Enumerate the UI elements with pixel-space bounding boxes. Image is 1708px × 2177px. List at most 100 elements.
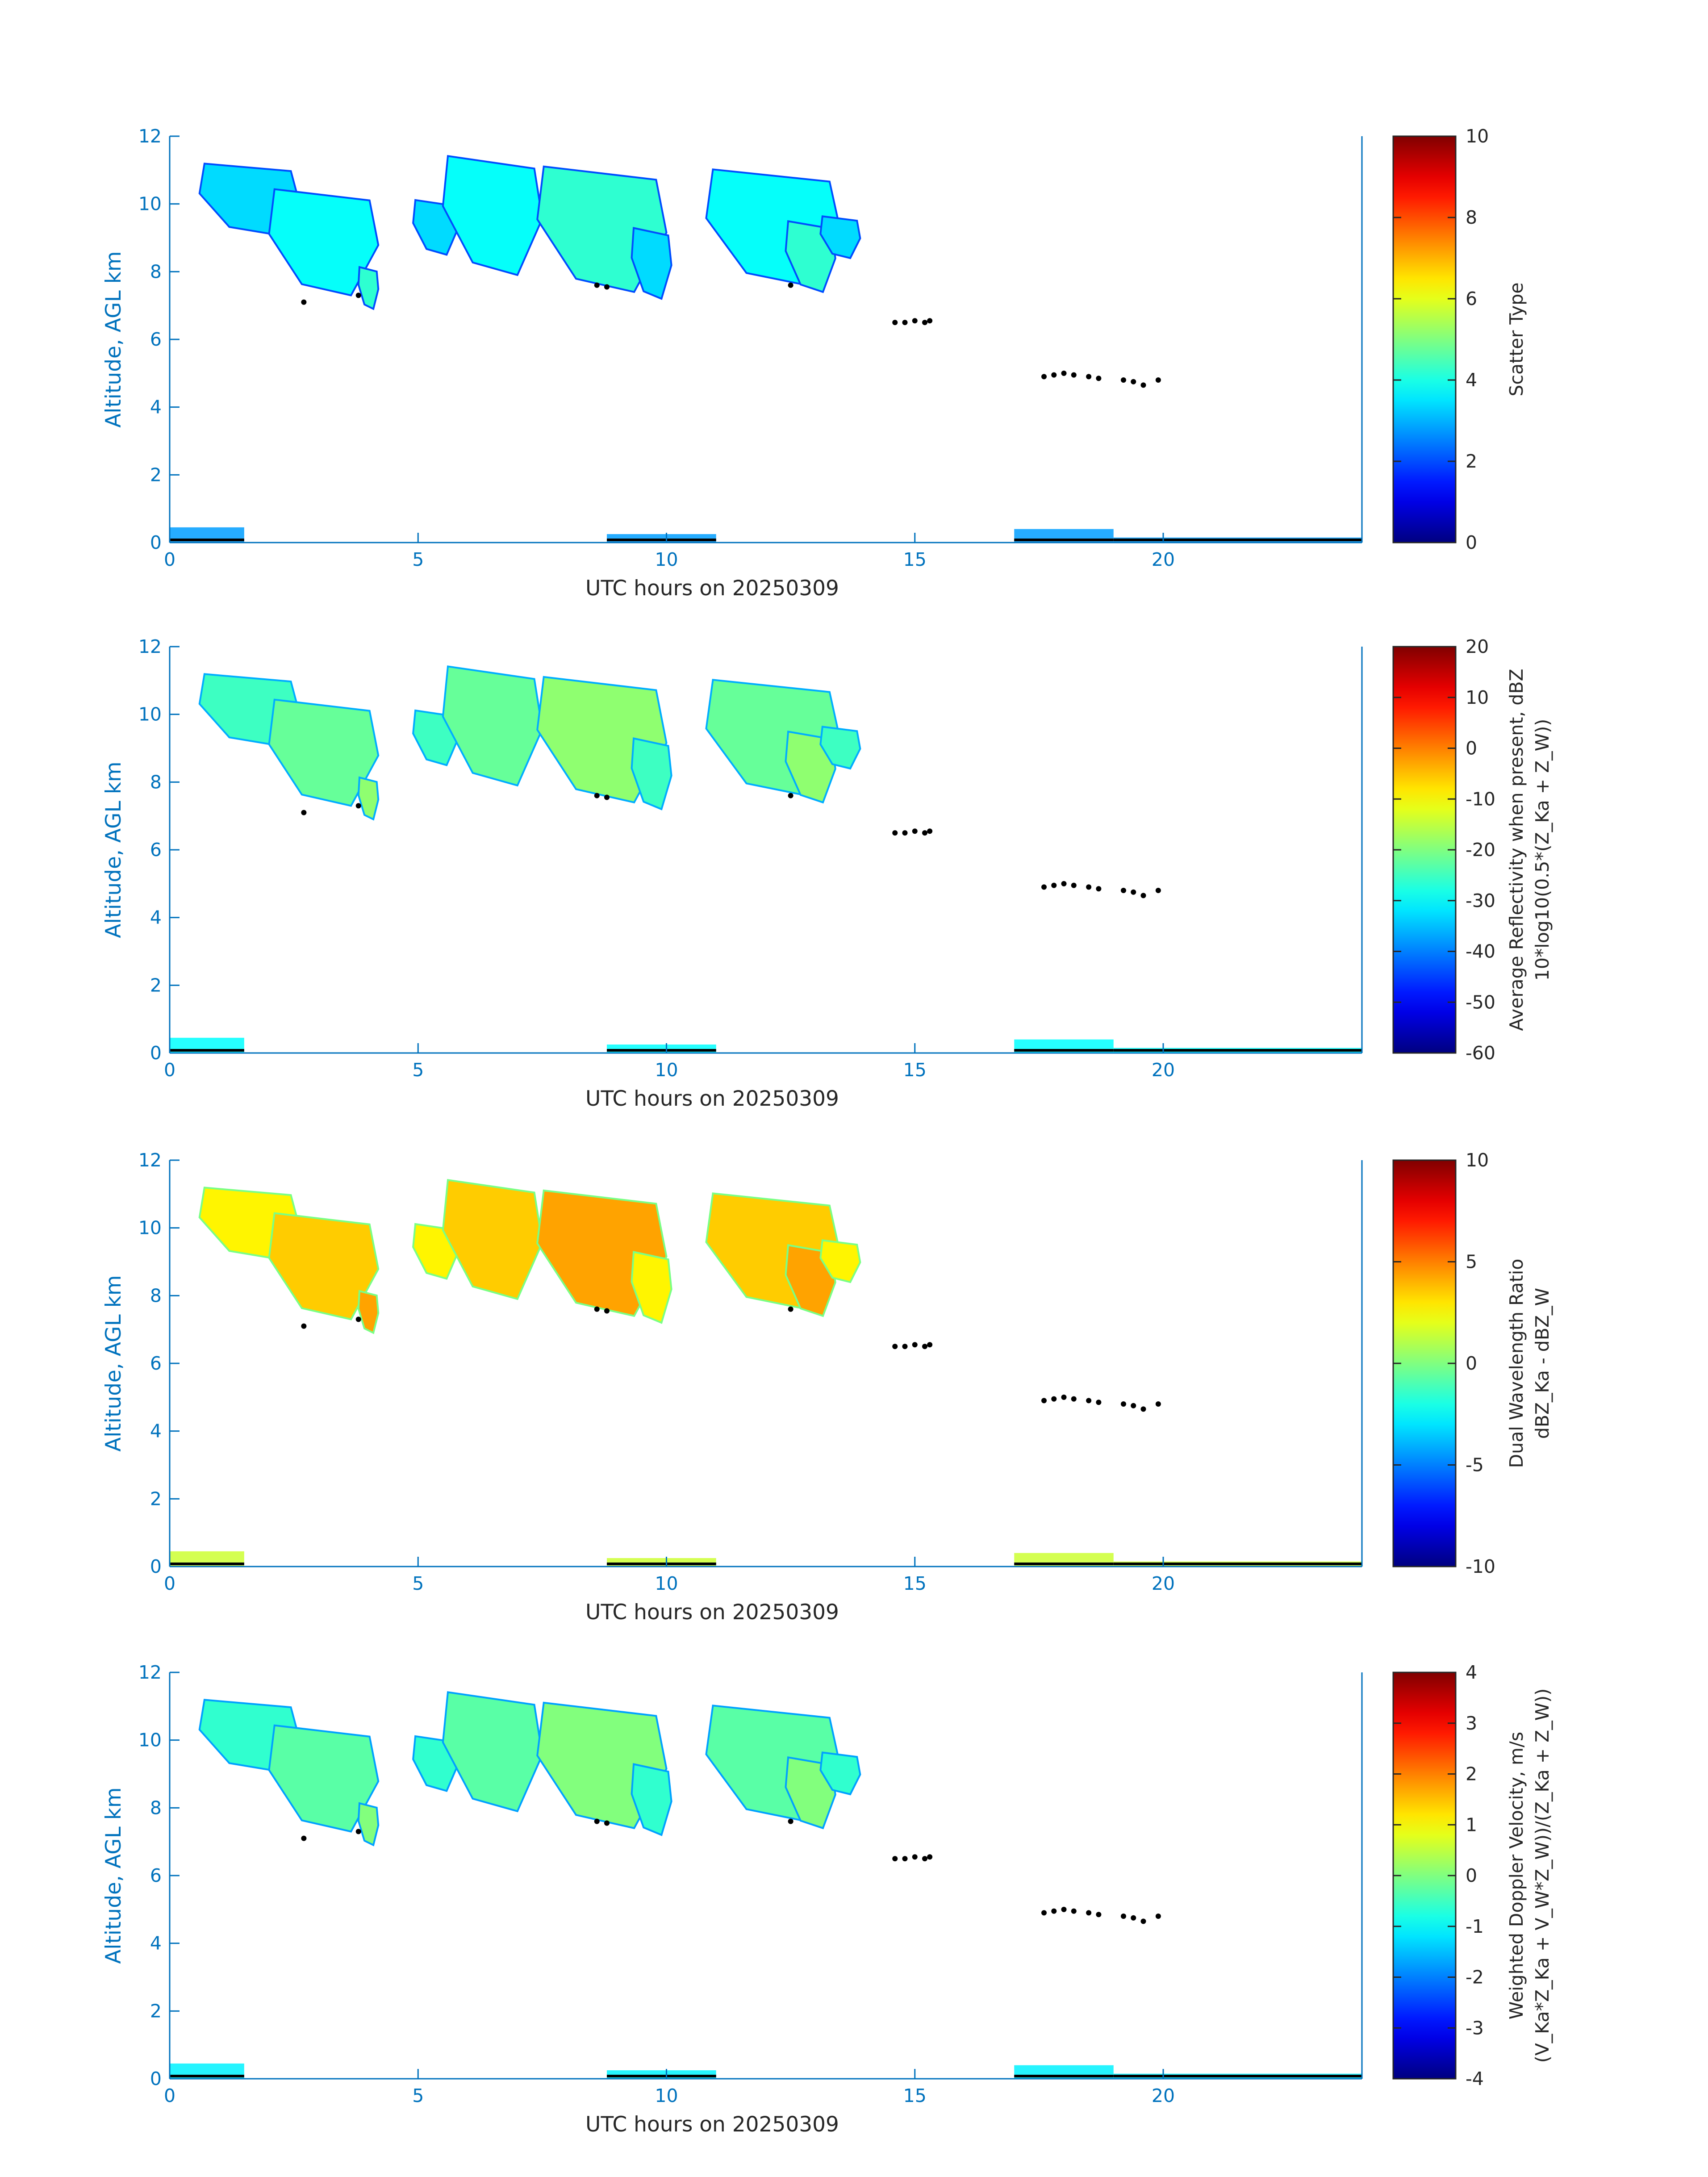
colorbar [1393,1672,1456,2079]
x-tick-label: 15 [903,549,927,570]
colorbar [1393,647,1456,1053]
y-axis-label: Altitude, AGL km [101,251,126,427]
x-tick-label: 10 [655,2085,678,2106]
x-tick-label: 5 [412,1059,424,1081]
colorbar-label: 10*log10(0.5*(Z_Ka + Z_W)) [1532,719,1553,981]
cloud-echo [357,1290,380,1334]
colorbar-tick-label: 1 [1466,1814,1477,1835]
colorbar-tick-label: -20 [1466,839,1495,861]
x-tick-label: 0 [164,1573,175,1594]
x-tick-label: 20 [1152,2085,1175,2106]
y-tick-label: 2 [150,2000,162,2022]
x-tick-label: 0 [164,2085,175,2106]
colorbar-tick-label: -4 [1466,2068,1484,2089]
cloud-base-point [922,320,927,326]
y-tick-label: 0 [150,1042,162,1064]
cloud-base-point [355,1316,361,1322]
x-tick-label: 15 [903,2085,927,2106]
cloud-base-point [892,830,898,836]
surface-echo [607,2070,716,2079]
cloud-echo [631,227,672,300]
x-tick-label: 5 [412,1573,424,1594]
cloud-echo [631,1763,672,1836]
y-tick-label: 2 [150,464,162,485]
surface-echo [607,534,716,543]
y-tick-label: 2 [150,1488,162,1509]
cloud-base-point [1086,1398,1092,1404]
cloud-base-point [892,320,898,326]
cloud-base-point [1131,379,1136,384]
colorbar-label: Average Reflectivity when present, dBZ [1506,669,1527,1031]
cloud-base-point [912,318,918,324]
y-tick-label: 8 [150,771,162,793]
cloud-base-point [1071,372,1077,378]
colorbar-tick-label: -10 [1466,788,1495,810]
cloud-echo [442,155,543,276]
x-axis-label: UTC hours on 20250309 [585,1086,839,1111]
y-axis-label: Altitude, AGL km [101,1787,126,1964]
x-tick-label: 10 [655,549,678,570]
cloud-echo [442,1179,543,1300]
colorbar-tick-label: 4 [1466,1662,1477,1683]
cloud-base-point [892,1344,898,1350]
y-tick-label: 0 [150,532,162,553]
y-tick-label: 4 [150,907,162,928]
cloud-base-point [1096,376,1102,381]
y-tick-label: 12 [138,636,162,657]
cloud-base-point [902,1856,908,1862]
colorbar-tick-label: -5 [1466,1454,1484,1476]
cloud-base-point [1071,1908,1077,1914]
y-axis-label: Altitude, AGL km [101,761,126,938]
cloud-base-point [1155,377,1161,383]
x-axis-label: UTC hours on 20250309 [585,576,839,601]
colorbar-tick-label: 4 [1466,369,1477,391]
cloud-base-point [1096,1912,1102,1918]
colorbar-frame [1392,135,1457,543]
cloud-base-point [1086,1910,1092,1916]
cloud-base-point [355,803,361,809]
x-tick-label: 20 [1152,549,1175,570]
cloud-base-point [604,794,610,800]
colorbar-label: Dual Wavelength Ratio [1506,1259,1527,1468]
cloud-base-point [927,1342,933,1348]
x-axis-label: UTC hours on 20250309 [585,1600,839,1625]
y-tick-label: 6 [150,329,162,350]
cloud-echo [357,266,380,310]
cloud-base-point [1041,884,1047,890]
cloud-base-point [594,793,600,798]
cloud-base-point [902,1344,908,1350]
y-tick-label: 8 [150,261,162,282]
y-tick-label: 10 [138,1730,162,1751]
x-axis-label: UTC hours on 20250309 [585,2112,839,2137]
cloud-echo [819,726,861,770]
colorbar-tick-label: 20 [1466,636,1489,657]
cloud-base-point [1041,1398,1047,1404]
y-tick-label: 12 [138,1662,162,1683]
x-tick-label: 10 [655,1059,678,1081]
cloud-base-point [927,828,933,834]
y-tick-label: 4 [150,397,162,418]
cloud-base-point [604,1308,610,1314]
cloud-base-point [301,299,307,305]
y-tick-label: 10 [138,704,162,725]
colorbar-label: Scatter Type [1506,282,1527,396]
colorbar-tick-label: 10 [1466,1149,1489,1171]
colorbar-tick-label: 10 [1466,125,1489,147]
colorbar [1393,1160,1456,1567]
y-tick-label: 4 [150,1421,162,1442]
cloud-base-point [788,1818,793,1824]
colorbar-tick-label: -3 [1466,2017,1484,2039]
cloud-base-point [927,1854,933,1860]
cloud-base-point [1051,372,1057,378]
cloud-echo [357,776,380,821]
colorbar-tick-label: 8 [1466,207,1477,228]
cloud-echo [268,698,380,807]
colorbar-tick-label: -40 [1466,941,1495,962]
cloud-base-point [912,1342,918,1348]
cloud-base-point [301,810,307,815]
cloud-base-point [1121,888,1126,893]
x-tick-label: 15 [903,1059,927,1081]
x-tick-label: 10 [655,1573,678,1594]
